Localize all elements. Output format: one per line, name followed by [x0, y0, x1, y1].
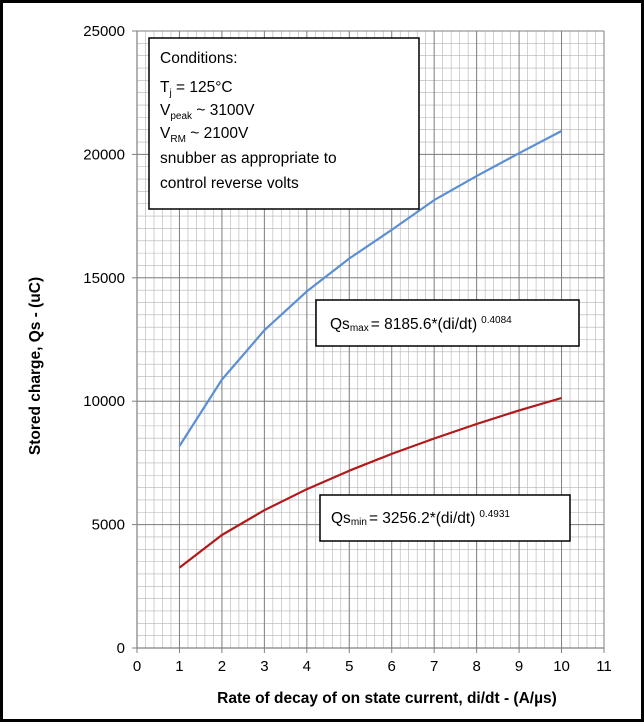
conditions-title: Conditions:	[160, 50, 238, 67]
qs-min-box-border	[319, 494, 571, 542]
condition-snubber-line1: snubber as appropriate to	[160, 150, 337, 167]
y-tick-label: 10000	[83, 393, 125, 410]
condition-snubber-line2: control reverse volts	[160, 175, 299, 192]
condition-tj: Tj = 125°C	[160, 79, 233, 99]
qs-max-box-border	[315, 299, 580, 347]
y-tick-label: 5000	[92, 517, 125, 534]
x-tick-label: 9	[515, 658, 523, 675]
y-tick-label: 0	[117, 640, 125, 657]
qs-max-formula: Qsmax = 8185.6*(di/dt) 0.4084	[330, 315, 512, 334]
y-tick-label: 15000	[83, 270, 125, 287]
condition-vpeak: Vpeak ~ 3100V	[160, 102, 255, 122]
x-tick-label: 2	[218, 658, 226, 675]
tick-labels: 0 1 2 3 4 5 6 7 8 9 10 11 0 5000 10000 15000 20000 25000	[83, 23, 612, 675]
conditions-box-border	[148, 37, 420, 210]
x-tick-label: 5	[345, 658, 353, 675]
condition-vrm: VRM ~ 2100V	[160, 125, 249, 145]
x-tick-label: 10	[553, 658, 570, 675]
y-tick-label: 25000	[83, 23, 125, 40]
series-line-qs-max	[178, 130, 563, 447]
qs-max-formula-box: Qsmax = 8185.6*(di/dt) 0.4084	[315, 299, 580, 347]
data-series	[178, 130, 563, 569]
x-tick-label: 7	[430, 658, 438, 675]
x-tick-label: 1	[175, 658, 183, 675]
qs-min-formula-box: Qsmin = 3256.2*(di/dt) 0.4931	[319, 494, 571, 542]
x-tick-label: 0	[133, 658, 141, 675]
axes	[132, 30, 605, 653]
qs-min-formula: Qsmin = 3256.2*(di/dt) 0.4931	[331, 509, 510, 528]
x-tick-label: 4	[303, 658, 311, 675]
x-tick-label: 3	[260, 658, 268, 675]
y-tick-label: 20000	[83, 146, 125, 163]
x-tick-label: 11	[596, 658, 612, 675]
x-axis-title: Rate of decay of on state current, di/dt…	[217, 690, 557, 707]
series-line-qs-min	[178, 396, 562, 569]
conditions-box: Conditions: Tj = 125°C Vpeak ~ 3100V VRM…	[148, 37, 420, 210]
y-axis-title: Stored charge, Qs - (uC)	[27, 277, 44, 455]
x-tick-label: 6	[388, 658, 396, 675]
x-tick-label: 8	[472, 658, 480, 675]
